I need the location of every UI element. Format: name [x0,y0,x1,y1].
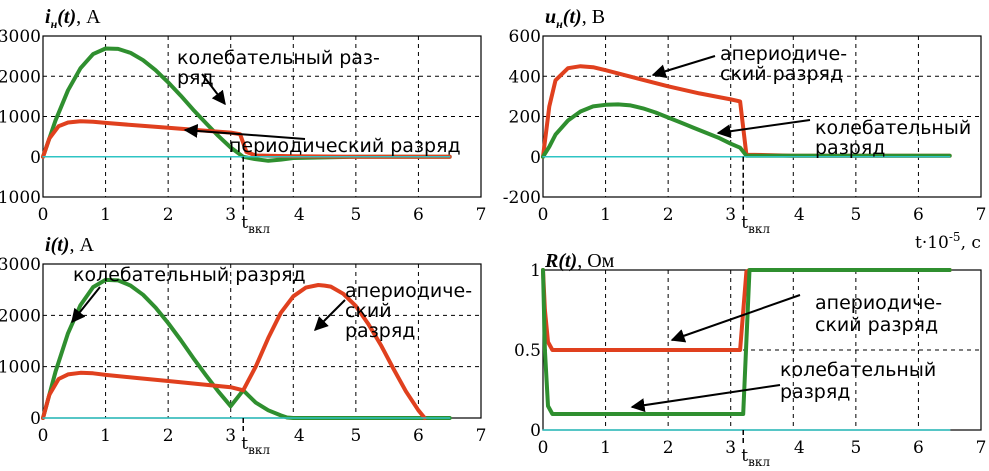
plot-frame [42,35,482,198]
y-tick-label: 0.5 [514,341,541,361]
y-tick-label: 1000 [0,108,41,128]
chart-title: i(t), А [45,234,94,256]
series-annotation: колебательный разряд [815,117,971,159]
y-tick-label: 600 [509,27,541,47]
x-tick-label: 6 [413,205,424,225]
x-tick-label: 0 [38,426,49,446]
y-tick-label: 0 [30,148,41,168]
x-tick-label: 5 [350,205,361,225]
y-tick-label: -200 [503,188,541,208]
annotation-arrow [314,299,346,331]
y-tick-label: 3000 [0,27,41,47]
x-tick-label: 7 [976,438,987,458]
x-tick-label: 5 [350,426,361,446]
series-line-2 [541,102,952,159]
y-tick-label: 400 [509,67,541,87]
x-tick-label: 6 [913,438,924,458]
series-annotation: колебательный разряд [780,359,936,403]
x-tick-label: 2 [663,205,674,225]
x-tick-label: 0 [538,438,549,458]
x-tick-label: 4 [794,205,805,225]
annotation-arrow [183,123,306,140]
x-tick-label: 1 [100,426,111,446]
y-tick-label: 1000 [0,358,41,378]
t-switch-label: tвкл [241,213,270,236]
time-axis-label: t·10-5, с [915,230,981,253]
annotation-arrow [630,384,781,413]
x-tick-label: 4 [294,426,305,446]
chart-panel-3: 3000 2000 1000 00 1 2 3 4 5 6 7 tвкл i(t), А колебате… [0,234,486,457]
series-line-1 [41,46,452,163]
x-tick-label: 2 [663,438,674,458]
annotation-arrow [670,294,801,343]
x-tick-label: 6 [913,205,924,225]
x-tick-label: 1 [100,205,111,225]
x-tick-label: 1 [600,438,611,458]
series-annotation: апериодиче-ский разряд [720,43,847,85]
x-tick-label: 5 [850,205,861,225]
x-tick-label: 3 [225,205,236,225]
x-tick-label: 3 [225,426,236,446]
chart-title: R(t), Ом [544,250,615,272]
series-annotation: апериодиче-ский разряд [815,292,942,336]
x-tick-label: 7 [976,205,987,225]
series-annotation: апериодиче-ский разряд [345,280,472,342]
chart-title: uн(t), В [545,6,605,31]
x-tick-label: 0 [538,205,549,225]
y-tick-label: 0 [530,148,541,168]
x-tick-label: 3 [725,438,736,458]
series-annotation: колебательный разряд [73,264,306,286]
x-tick-label: 6 [413,426,424,446]
x-tick-label: 7 [476,205,487,225]
annotation-arrow [71,286,101,324]
grid [43,264,481,418]
chart-title: iн(t), А [45,6,101,31]
series-line-2 [541,268,952,416]
x-tick-label: 7 [476,426,487,446]
t-switch-label: tвкл [741,446,770,469]
annotation-arrow [651,55,716,79]
series-line-2 [41,283,427,420]
series-line-1 [41,277,452,420]
y-tick-label: 2000 [0,306,41,326]
series-annotation: колебательный раз-ряд [177,47,380,89]
x-tick-label: 4 [294,205,305,225]
grid [43,36,481,197]
grid [543,36,981,197]
chart-panel-4: 1 0.5 00 1 2 3 4 5 6 7 tвкл R(t), Ом апериодиче-ский… [514,250,986,469]
y-tick-label: 0 [530,421,541,441]
annotation-arrow [201,73,226,106]
y-tick-label: 1 [530,261,541,281]
x-tick-label: 3 [725,205,736,225]
plot-frame [542,35,982,198]
x-tick-label: 2 [163,426,174,446]
x-tick-label: 5 [850,438,861,458]
y-tick-label: 0 [30,409,41,429]
x-tick-label: 1 [600,205,611,225]
y-tick-label: 2000 [0,67,41,87]
y-tick-label: 200 [509,108,541,128]
series-annotation: периодический разряд [229,135,461,157]
t-switch-label: tвкл [741,213,770,236]
y-tick-label: 1000 [0,188,41,208]
x-tick-label: 0 [38,205,49,225]
t-switch-label: tвкл [241,434,270,457]
y-tick-label: 3000 [0,255,41,275]
annotation-arrow [716,119,811,139]
x-tick-label: 2 [163,205,174,225]
x-tick-label: 4 [794,438,805,458]
